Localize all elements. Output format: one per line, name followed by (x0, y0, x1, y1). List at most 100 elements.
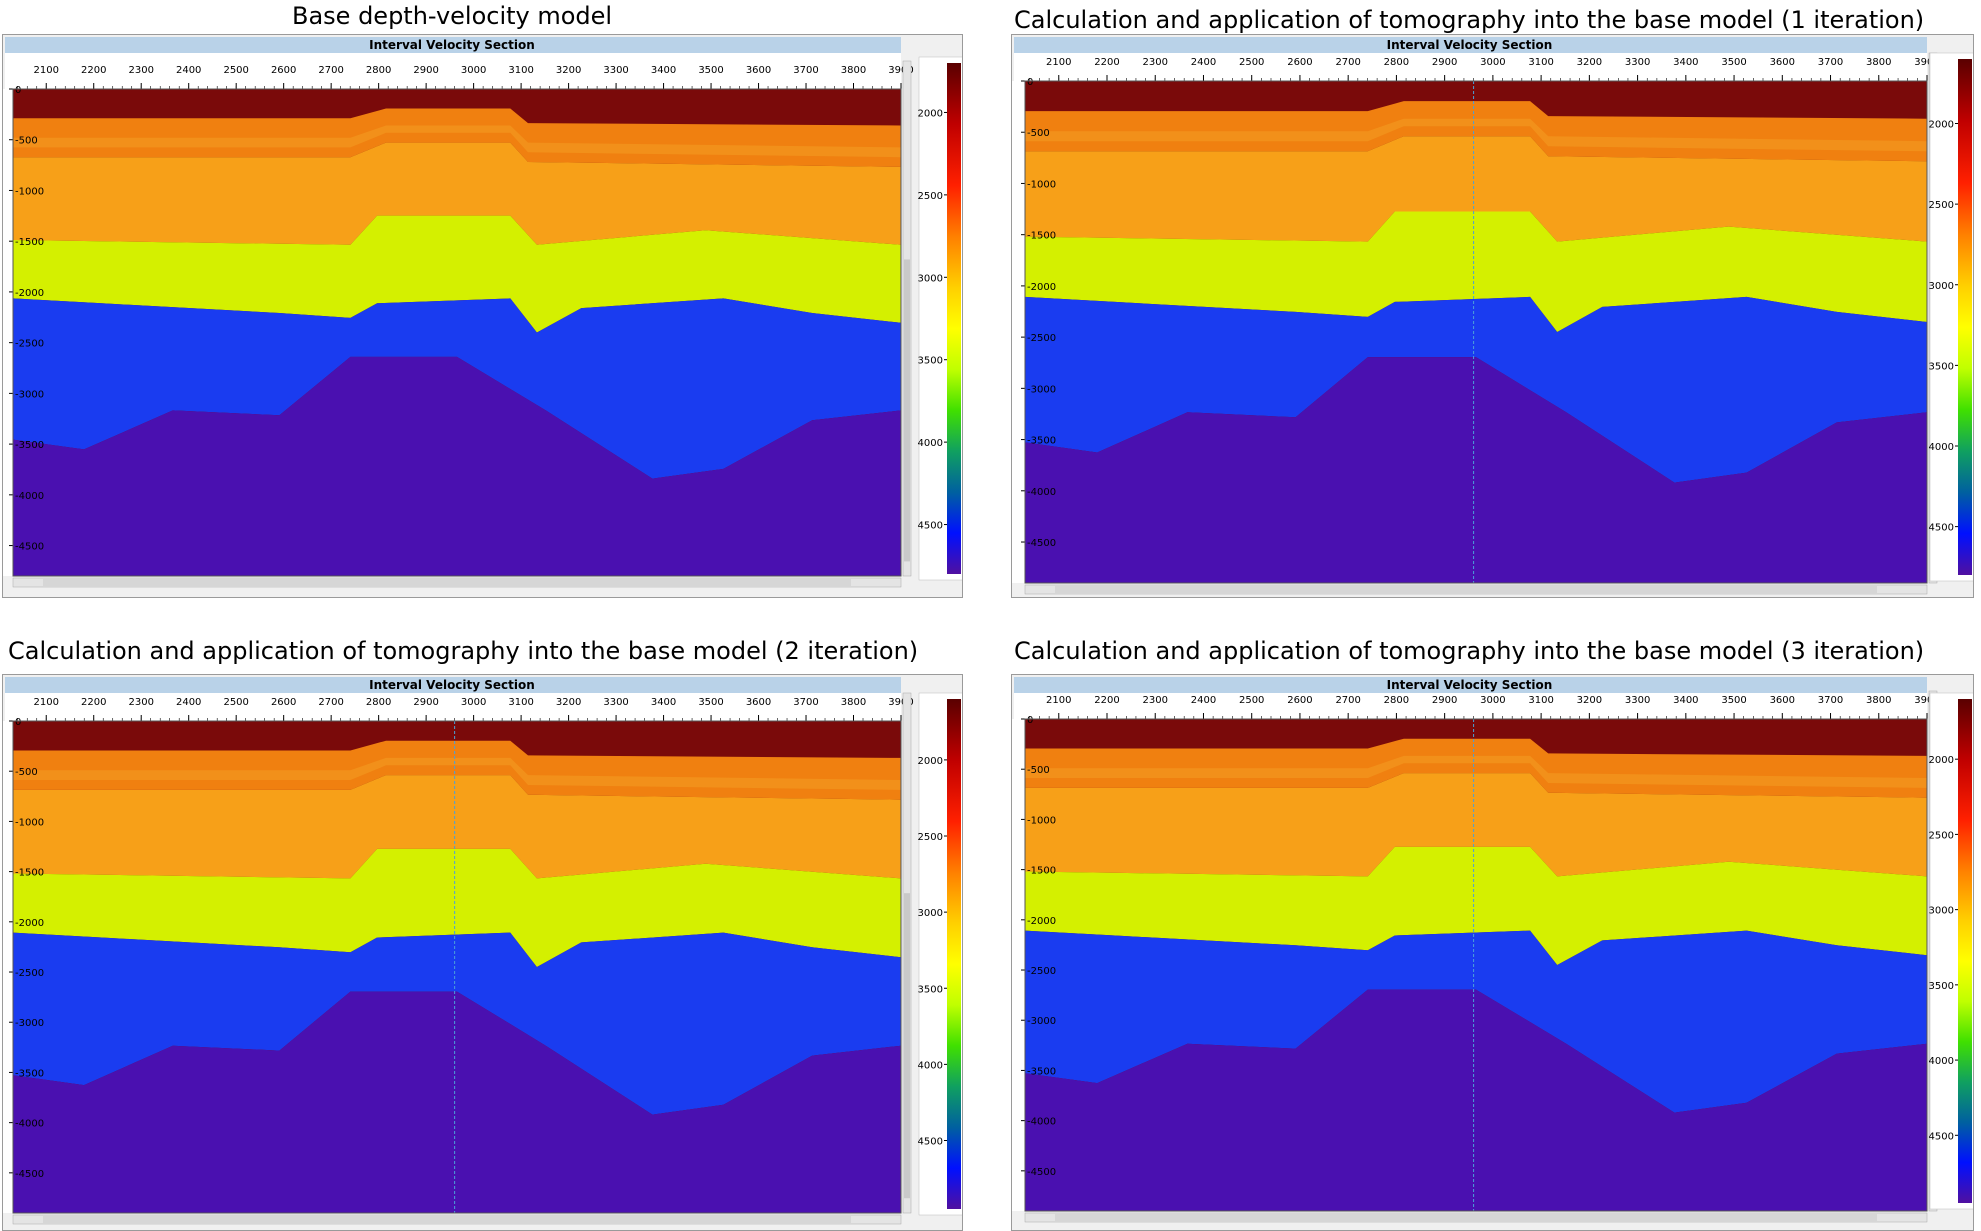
x-tick-label: 3600 (1770, 57, 1795, 68)
y-tick-label: 0 (15, 717, 21, 728)
x-tick-label: 3900 (1914, 57, 1939, 68)
colorbar-tick-label: 3500 (1929, 361, 1954, 372)
velocity-layer2 (1025, 773, 1927, 877)
y-tick-label: -500 (15, 767, 38, 778)
velocity-layer3 (13, 215, 901, 333)
x-tick-label: 2400 (176, 65, 201, 76)
colorbar-tick-label: 2000 (1929, 755, 1954, 766)
x-tick-label: 3700 (1818, 695, 1843, 706)
plot-frame (12, 720, 902, 1214)
y-tick-label: -2000 (15, 918, 44, 929)
y-tick-label: -1000 (1027, 815, 1056, 826)
y-tick-label: -500 (1027, 765, 1050, 776)
x-tick-label: 3300 (1625, 695, 1650, 706)
colorbar-tick-label: 4500 (1929, 523, 1954, 534)
colorbar (947, 63, 961, 574)
section-header-title: Interval Velocity Section (1387, 678, 1553, 692)
velocity-section-svg: Interval Velocity Section 2100 2200 2300 240… (3, 37, 962, 588)
x-tick-label: 2300 (128, 697, 153, 708)
x-tick-label: 3600 (1770, 695, 1795, 706)
x-tick-label: 3400 (1673, 695, 1698, 706)
y-axis-band (3, 721, 13, 1213)
horizontal-scroll-thumb[interactable] (43, 579, 851, 586)
x-tick-label: 3500 (698, 65, 723, 76)
section-header-bar (5, 37, 901, 53)
y-tick-label: -1000 (15, 186, 44, 197)
x-tick-label: 3100 (508, 697, 533, 708)
colorbar-tick-label: 4000 (918, 1060, 943, 1071)
plot-frame (1024, 718, 1928, 1212)
x-tick-label: 2300 (1143, 695, 1168, 706)
x-tick-label: 2300 (128, 65, 153, 76)
x-tick-label: 3500 (1721, 57, 1746, 68)
x-tick-label: 2400 (1191, 695, 1216, 706)
x-tick-label: 2800 (1384, 57, 1409, 68)
x-tick-label: 3400 (1673, 57, 1698, 68)
panel-title-iter3: Calculation and application of tomograph… (1014, 637, 1925, 665)
x-tick-label: 3700 (793, 697, 818, 708)
velocity-layer2 (13, 775, 901, 879)
velocity-layer2 (13, 142, 901, 245)
x-tick-label: 3200 (1577, 57, 1602, 68)
horizontal-scroll-thumb[interactable] (1055, 1214, 1877, 1221)
x-tick-label: 2700 (1335, 695, 1360, 706)
velocity-window-iter2: Interval Velocity Section 2100 2200 2300 240… (2, 674, 963, 1231)
vertical-scroll-thumb[interactable] (904, 893, 910, 1199)
y-tick-label: -4000 (1027, 487, 1056, 498)
section-header-bar (1014, 37, 1927, 53)
velocity-window-base: Interval Velocity Section 2100 2200 2300 240… (2, 34, 963, 598)
colorbar-tick-label: 2000 (918, 756, 943, 767)
horizontal-scroll-thumb[interactable] (43, 1216, 851, 1223)
y-tick-label: -4500 (15, 542, 44, 553)
x-axis-band (1014, 693, 1927, 719)
colorbar-tick-label: 3000 (1929, 906, 1954, 917)
y-tick-label: -3500 (1027, 1066, 1056, 1077)
x-tick-label: 3900 (888, 697, 913, 708)
x-tick-label: 3500 (698, 697, 723, 708)
section-header-title: Interval Velocity Section (1387, 38, 1553, 52)
x-tick-label: 3600 (746, 697, 771, 708)
x-tick-label: 2300 (1143, 57, 1168, 68)
velocity-layer0 (13, 735, 901, 758)
colorbar-tick-label: 3000 (918, 908, 943, 919)
x-tick-label: 3700 (1818, 57, 1843, 68)
x-tick-label: 2700 (318, 65, 343, 76)
velocity-band-orange (13, 125, 901, 158)
y-tick-label: -3000 (15, 1018, 44, 1029)
section-header-title: Interval Velocity Section (369, 38, 535, 52)
y-tick-label: -2000 (1027, 282, 1056, 293)
x-tick-label: 2200 (1094, 695, 1119, 706)
x-tick-label: 2100 (34, 697, 59, 708)
y-tick-label: 0 (1027, 715, 1033, 726)
x-tick-label: 2900 (413, 65, 438, 76)
colorbar-tick-label: 4000 (1929, 1056, 1954, 1067)
colorbar-tick-label: 4500 (1929, 1131, 1954, 1142)
velocity-layer4 (1025, 296, 1927, 483)
panel-title-base: Base depth-velocity model (292, 2, 613, 30)
y-tick-label: -4000 (1027, 1117, 1056, 1128)
x-tick-label: 3800 (1866, 57, 1891, 68)
x-tick-label: 2100 (1046, 57, 1071, 68)
colorbar-tick-label: 2500 (918, 832, 943, 843)
x-tick-label: 2500 (1239, 57, 1264, 68)
velocity-layer0 (13, 103, 901, 126)
x-tick-label: 2100 (34, 65, 59, 76)
y-tick-label: -1500 (1027, 866, 1056, 877)
colorbar (1958, 699, 1972, 1203)
colorbar-tick-label: 4000 (918, 438, 943, 449)
x-tick-label: 3100 (1528, 57, 1553, 68)
horizontal-scroll-thumb[interactable] (1055, 586, 1877, 593)
velocity-band-orange (1025, 755, 1927, 788)
velocity-section-svg: Interval Velocity Section 2100 2200 2300 240… (3, 677, 962, 1225)
x-tick-label: 2200 (81, 65, 106, 76)
y-tick-label: -2500 (15, 339, 44, 350)
x-tick-label: 3800 (841, 697, 866, 708)
colorbar-tick-label: 3000 (1929, 281, 1954, 292)
vertical-scroll-thumb[interactable] (904, 259, 910, 562)
x-tick-label: 3000 (1480, 57, 1505, 68)
y-tick-label: -3500 (15, 440, 44, 451)
velocity-layer5 (13, 991, 901, 1213)
y-tick-label: -3000 (1027, 384, 1056, 395)
section-header-bar (5, 677, 901, 693)
x-tick-label: 3900 (1914, 695, 1939, 706)
